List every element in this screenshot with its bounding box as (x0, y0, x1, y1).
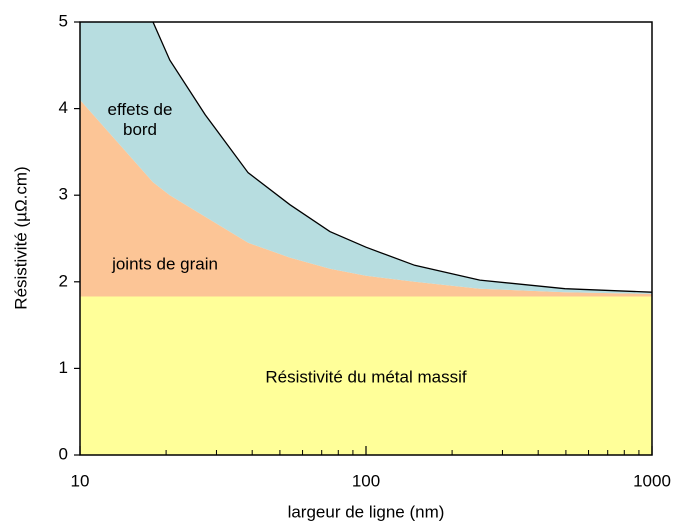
area (80, 22, 652, 294)
x-tick-label: 100 (352, 471, 380, 490)
edge-line (152, 22, 652, 293)
area-label: Résistivité du métal massif (265, 367, 467, 386)
x-axis-label: largeur de ligne (nm) (288, 502, 445, 521)
area-label: effets de bord (108, 100, 173, 139)
y-tick-label: 2 (59, 271, 68, 290)
plot-area (80, 22, 652, 455)
x-tick-label: 1000 (633, 471, 671, 490)
y-tick-label: 4 (59, 98, 68, 117)
area-label: joints de grain (111, 254, 218, 273)
area (80, 296, 652, 455)
y-axis-label: Résistivité (µΩ.cm) (11, 166, 30, 309)
area (80, 99, 652, 297)
y-tick-label: 5 (59, 11, 68, 30)
y-tick-label: 3 (59, 185, 68, 204)
y-tick-label: 1 (59, 358, 68, 377)
y-tick-label: 0 (59, 444, 68, 463)
x-tick-label: 10 (71, 471, 90, 490)
